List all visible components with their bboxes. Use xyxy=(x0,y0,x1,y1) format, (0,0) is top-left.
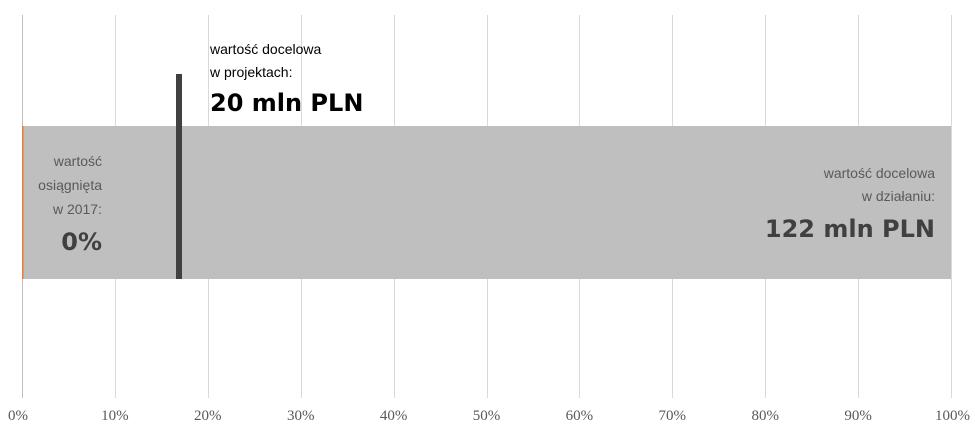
action-target-line2: w działaniu: xyxy=(861,188,935,204)
action-target-value: 122 mln PLN xyxy=(765,215,935,243)
target-marker xyxy=(176,74,183,279)
project-target-line2: w projektach: xyxy=(209,64,292,80)
x-tick-label: 10% xyxy=(101,408,129,424)
x-tick-label: 100% xyxy=(935,408,970,424)
achieved-line3: w 2017: xyxy=(52,201,102,217)
x-tick-labels: 0% 10% 20% 30% 40% 50% 60% 70% 80% 90% 100% xyxy=(8,408,970,424)
x-tick-label: 40% xyxy=(380,408,408,424)
bar-achieved xyxy=(22,126,24,279)
x-tick-label: 30% xyxy=(287,408,315,424)
project-target-value: 20 mln PLN xyxy=(210,89,363,117)
x-tick-label: 50% xyxy=(473,408,501,424)
action-target-line1: wartość docelowa xyxy=(823,165,935,181)
x-tick-label: 70% xyxy=(659,408,687,424)
x-tick-label: 20% xyxy=(194,408,222,424)
achieved-value: 0% xyxy=(61,228,102,256)
x-tick-label: 80% xyxy=(751,408,779,424)
x-tick-label: 60% xyxy=(566,408,594,424)
achieved-line2: osiągnięta xyxy=(38,177,102,193)
target-marker-line xyxy=(176,74,183,279)
bar-target xyxy=(22,126,951,279)
x-tick-label: 0% xyxy=(8,408,28,424)
achieved-line1: wartość xyxy=(53,153,102,169)
project-target-line1: wartość docelowa xyxy=(209,41,321,57)
bars xyxy=(22,126,951,279)
x-tick-label: 90% xyxy=(844,408,872,424)
